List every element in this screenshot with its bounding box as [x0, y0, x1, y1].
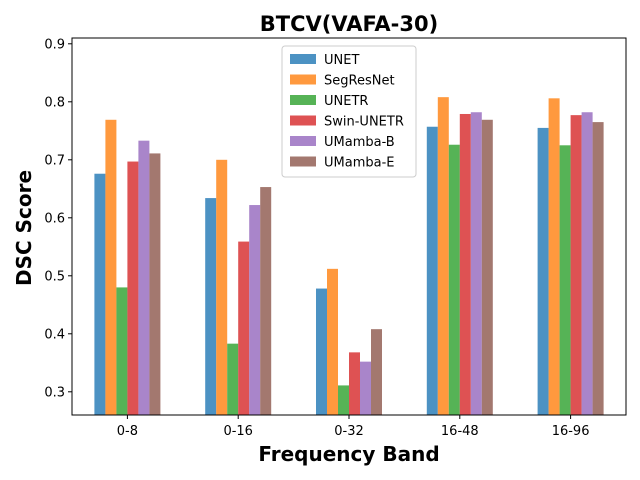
- bar-umamba-e-0-32: [371, 329, 382, 415]
- legend: UNET SegResNet UNETR Swin-UNETR UMamba-B UMam…: [281, 45, 417, 178]
- bar-unet-0-16: [205, 198, 217, 415]
- legend-label-unetr: UNETR: [324, 94, 368, 109]
- y-tick-label: 0.3: [44, 385, 65, 400]
- bar-umamba-b-16-48: [470, 112, 482, 416]
- bar-umamba-b-0-16: [249, 205, 261, 415]
- x-tick-label: 16-96: [552, 424, 590, 439]
- y-tick-label: 0.4: [44, 327, 65, 342]
- legend-swatch-unet: [290, 54, 316, 64]
- y-tick-label: 0.8: [44, 95, 65, 110]
- bar-segresnet-16-48: [437, 97, 449, 415]
- y-tick-label: 0.5: [44, 269, 65, 284]
- legend-label-segresnet: SegResNet: [324, 74, 395, 89]
- legend-label-unet: UNET: [324, 53, 359, 68]
- bar-unet-0-8: [94, 173, 106, 415]
- y-axis-title: DSC Score: [12, 170, 36, 286]
- bar-umamba-e-16-48: [481, 119, 493, 415]
- legend-label-umamba-e: UMamba-E: [324, 156, 394, 171]
- y-tick-label: 0.7: [44, 153, 65, 168]
- x-tick-label: 16-48: [441, 424, 479, 439]
- legend-swatch-umamba-b: [290, 136, 316, 146]
- legend-label-swin-unetr: Swin-UNETR: [324, 115, 404, 130]
- bars-layer: [94, 97, 604, 416]
- bar-segresnet-0-8: [105, 119, 117, 415]
- y-tick-label: 0.6: [44, 211, 65, 226]
- bar-unet-0-32: [316, 288, 327, 415]
- bar-swin-unetr-0-32: [349, 352, 360, 415]
- x-tick-label: 0-8: [117, 424, 138, 439]
- bar-swin-unetr-0-16: [238, 241, 250, 415]
- bar-swin-unetr-0-8: [127, 161, 139, 415]
- bar-unetr-16-96: [559, 145, 571, 416]
- bar-umamba-e-16-96: [592, 122, 604, 415]
- bar-segresnet-16-96: [548, 98, 560, 415]
- bar-swin-unetr-16-96: [570, 115, 582, 415]
- bar-umamba-e-0-8: [149, 153, 161, 416]
- x-tick-label: 0-16: [223, 424, 253, 439]
- bar-unetr-0-8: [116, 287, 128, 415]
- bar-unet-16-96: [537, 127, 549, 416]
- bar-segresnet-0-16: [216, 159, 228, 415]
- legend-swatch-unetr: [290, 95, 316, 105]
- chart-title: BTCV(VAFA-30): [260, 12, 438, 36]
- bar-unetr-16-48: [448, 144, 460, 415]
- bar-umamba-b-16-96: [581, 112, 593, 416]
- bar-unetr-0-16: [227, 343, 239, 415]
- bar-segresnet-0-32: [327, 268, 338, 415]
- legend-swatch-umamba-e: [290, 156, 316, 167]
- bar-swin-unetr-16-48: [459, 113, 471, 415]
- bar-umamba-b-0-32: [360, 361, 371, 415]
- bar-umamba-b-0-8: [138, 140, 150, 415]
- bar-unet-16-48: [426, 126, 438, 416]
- axes-layer: 0.3 0.4 0.5 0.6 0.7 0.8 0.9 0-8 0-16 0-32 16-48 16-…: [44, 37, 627, 439]
- legend-swatch-swin-unetr: [290, 115, 316, 126]
- bar-unetr-0-32: [338, 385, 349, 415]
- x-tick-label: 0-32: [334, 424, 364, 439]
- legend-label-umamba-b: UMamba-B: [324, 135, 395, 150]
- legend-swatch-segresnet: [290, 74, 316, 85]
- bar-umamba-e-0-16: [260, 187, 272, 415]
- x-axis-title: Frequency Band: [258, 442, 439, 466]
- y-tick-label: 0.9: [44, 37, 65, 52]
